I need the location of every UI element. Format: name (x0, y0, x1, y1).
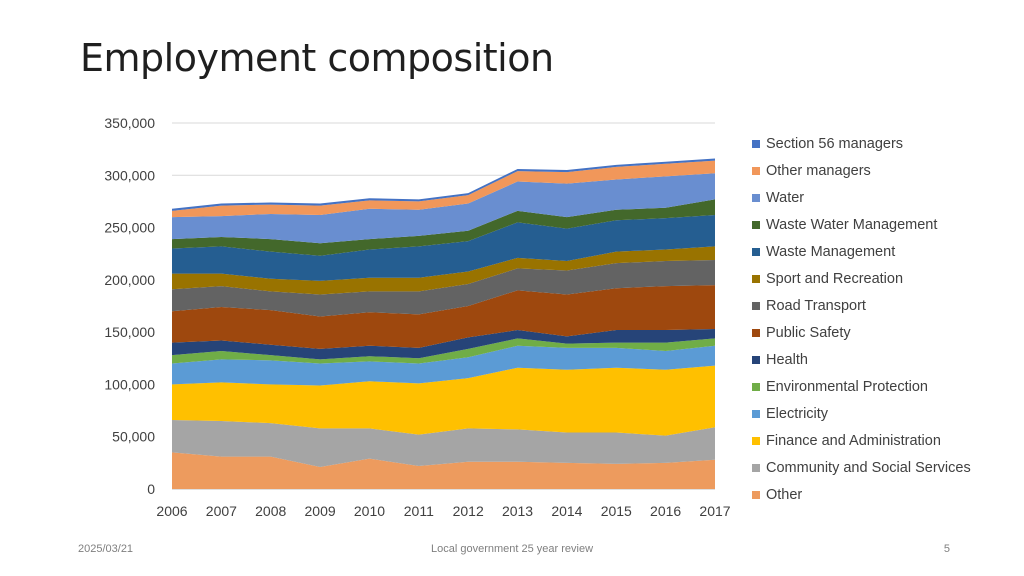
legend-swatch (752, 139, 760, 148)
area-public-safety (172, 285, 715, 349)
legend-label: Water (766, 189, 805, 206)
area-section-56-managers (172, 158, 715, 211)
area-electricity (172, 345, 715, 386)
legend-label: Community and Social Services (766, 459, 971, 476)
stacked-area-chart: 0 50,000 100,000 150,000 200,000 250,000 300,0… (104, 115, 730, 519)
legend-swatch (752, 382, 760, 391)
x-tick-label: 2014 (551, 503, 582, 519)
legend-label: Other (766, 486, 803, 503)
area-waste-management (172, 215, 715, 281)
y-tick-label: 350,000 (104, 115, 155, 131)
y-tick-label: 0 (147, 481, 155, 497)
x-tick-label: 2008 (255, 503, 286, 519)
legend-item-health: Health (752, 346, 971, 373)
x-tick-label: 2006 (156, 503, 187, 519)
y-tick-label: 200,000 (104, 272, 155, 288)
x-tick-label: 2007 (206, 503, 237, 519)
legend-item-electricity: Electricity (752, 400, 971, 427)
slide-title: Employment composition (80, 36, 554, 80)
legend-swatch (752, 274, 760, 283)
legend-swatch (752, 490, 760, 499)
y-tick-label: 50,000 (112, 429, 155, 445)
legend-swatch (752, 301, 760, 310)
legend-swatch (752, 463, 760, 472)
legend-label: Sport and Recreation (766, 270, 904, 287)
legend-label: Other managers (766, 162, 871, 179)
legend-item-other: Other (752, 481, 971, 508)
chart-legend: Section 56 managers Other managers Water Wa… (752, 130, 971, 508)
legend-label: Section 56 managers (766, 135, 904, 152)
area-road-transport (172, 259, 715, 317)
legend-label: Health (766, 351, 808, 368)
area-other (172, 452, 715, 489)
legend-label: Finance and Administration (766, 432, 941, 449)
legend-label: Waste Water Management (766, 216, 938, 233)
legend-label: Electricity (766, 405, 829, 422)
legend-item-water: Water (752, 184, 971, 211)
area-sport-and-recreation (172, 246, 715, 295)
legend-item-waste-management: Waste Management (752, 238, 971, 265)
page-number: 5 (943, 543, 950, 555)
footer-text: Local government 25 year review (430, 543, 594, 555)
x-tick-label: 2015 (601, 503, 632, 519)
legend-swatch (752, 193, 760, 202)
x-tick-label: 2017 (699, 503, 730, 519)
legend-swatch (752, 166, 760, 175)
legend-item-sport-and-recreation: Sport and Recreation (752, 265, 971, 292)
legend-swatch (752, 436, 760, 445)
area-community-and-social-services (172, 419, 715, 468)
x-tick-label: 2016 (650, 503, 681, 519)
legend-item-waste-water-management: Waste Water Management (752, 211, 971, 238)
x-tick-label: 2013 (502, 503, 533, 519)
legend-label: Public Safety (766, 324, 851, 341)
area-other-managers (172, 160, 715, 218)
area-finance-and-administration (172, 365, 715, 436)
legend-label: Environmental Protection (766, 378, 928, 395)
legend-swatch (752, 328, 760, 337)
y-tick-label: 300,000 (104, 167, 155, 183)
legend-swatch (752, 355, 760, 364)
legend-label: Waste Management (766, 243, 896, 260)
x-tick-label: 2011 (404, 503, 434, 519)
y-tick-label: 100,000 (104, 376, 155, 392)
x-tick-label: 2009 (305, 503, 336, 519)
y-tick-label: 250,000 (104, 220, 155, 236)
legend-swatch (752, 247, 760, 256)
legend-item-environmental-protection: Environmental Protection (752, 373, 971, 400)
legend-item-other-managers: Other managers (752, 157, 971, 184)
x-tick-label: 2010 (354, 503, 385, 519)
legend-item-public-safety: Public Safety (752, 319, 971, 346)
legend-label: Road Transport (766, 297, 866, 314)
legend-item-community-and-social-services: Community and Social Services (752, 454, 971, 481)
y-tick-label: 150,000 (104, 324, 155, 340)
area-environmental-protection (172, 338, 715, 364)
area-water (172, 173, 715, 244)
x-tick-label: 2012 (453, 503, 484, 519)
legend-swatch (752, 409, 760, 418)
legend-item-finance-and-administration: Finance and Administration (752, 427, 971, 454)
legend-item-road-transport: Road Transport (752, 292, 971, 319)
legend-swatch (752, 220, 760, 229)
footer-date: 2025/03/21 (78, 543, 134, 555)
legend-item-section-56-managers: Section 56 managers (752, 130, 971, 157)
area-health (172, 329, 715, 360)
